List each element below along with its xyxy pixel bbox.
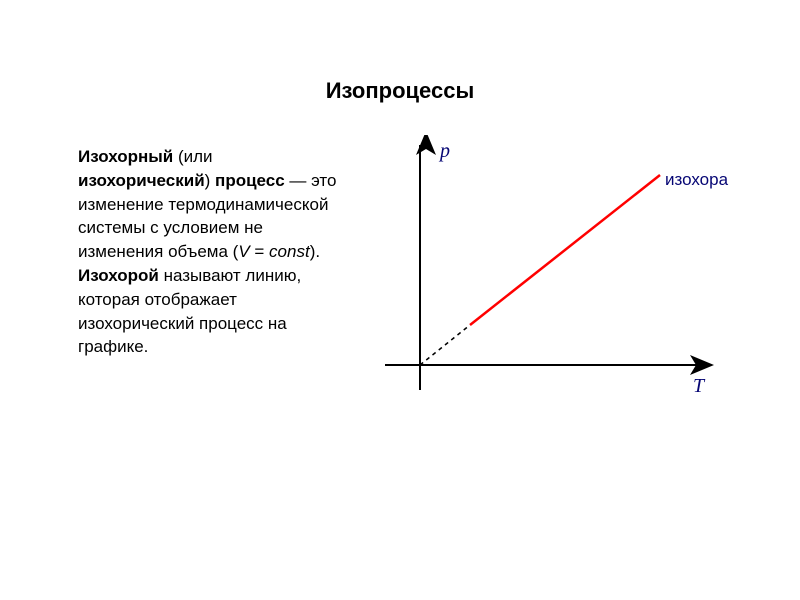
var-v: V [238,242,249,261]
term-isochoric-1: Изохорный [78,147,173,166]
y-axis-label: p [438,140,450,162]
term-process: процесс [215,171,285,190]
chart-svg: p T изохора [365,130,735,420]
term-isochoric-2: изохорический [78,171,205,190]
isochore-dash [420,325,470,365]
desc-t2: ) [205,171,215,190]
desc-t1: (или [173,147,212,166]
isochore-chart: p T изохора [365,130,735,420]
desc-t4: = [250,242,269,261]
term-isochore: Изохорой [78,266,159,285]
isochore-line [470,175,660,325]
page-title: Изопроцессы [0,78,800,104]
var-const: const [269,242,310,261]
x-axis-label: T [693,375,706,397]
description-text: Изохорный (или изохорический) процесс — … [78,145,338,359]
desc-t5: ). [310,242,320,261]
isochore-label: изохора [665,170,729,189]
